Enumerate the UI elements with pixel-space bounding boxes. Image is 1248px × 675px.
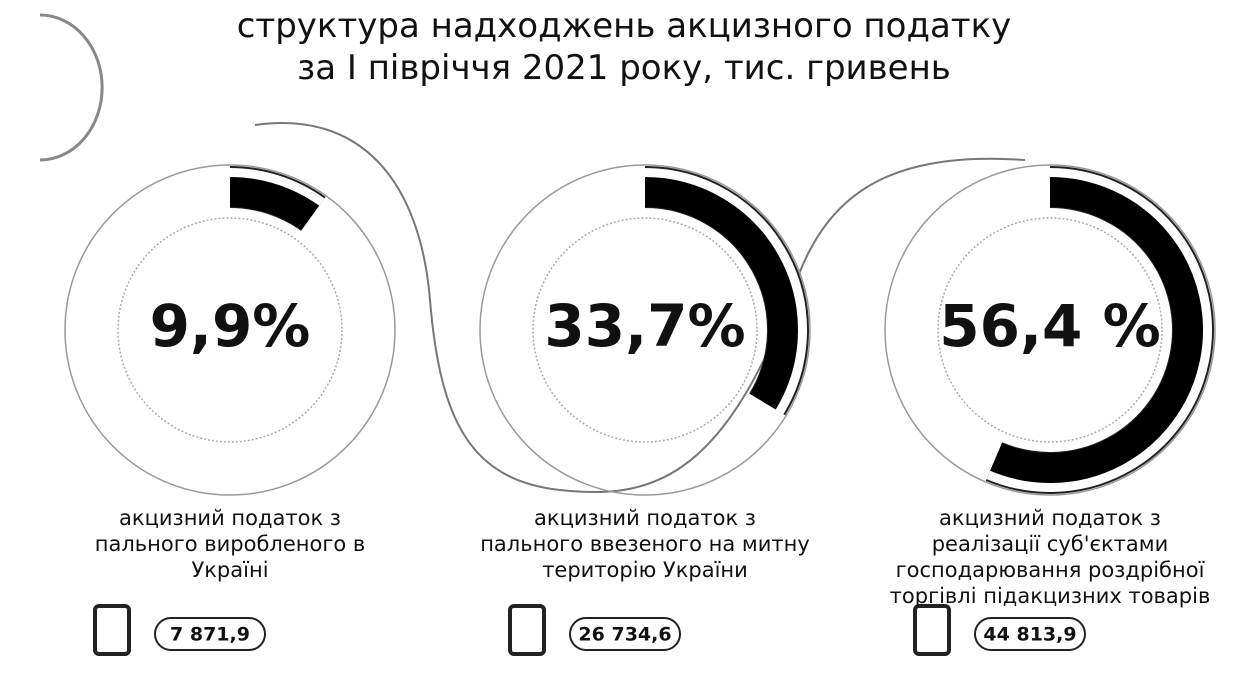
amount-label: 44 813,9 bbox=[983, 624, 1076, 646]
title-line: за І півріччя 2021 року, тис. гривень bbox=[0, 48, 1248, 88]
icon bbox=[510, 606, 544, 654]
infographic: 9,9% 7 871,9 33,7% 26 734,6 56,4 % 44 813,9 с… bbox=[0, 0, 1248, 675]
percent-label: 33,7% bbox=[544, 292, 745, 360]
amount-label: 26 734,6 bbox=[578, 624, 671, 646]
percent-label: 9,9% bbox=[150, 292, 311, 360]
amount-label: 7 871,9 bbox=[170, 624, 250, 646]
category-label: акцизний податок з пального ввезеного на… bbox=[480, 505, 810, 583]
title-line: структура надходжень акцизного податку bbox=[0, 6, 1248, 46]
percent-label: 56,4 % bbox=[939, 292, 1160, 360]
category-label: акцизний податок з пального виробленого … bbox=[65, 505, 395, 583]
icon bbox=[915, 606, 949, 654]
category-label: акцизний податок з реалізації суб'єктами… bbox=[885, 505, 1215, 609]
icon bbox=[95, 606, 129, 654]
